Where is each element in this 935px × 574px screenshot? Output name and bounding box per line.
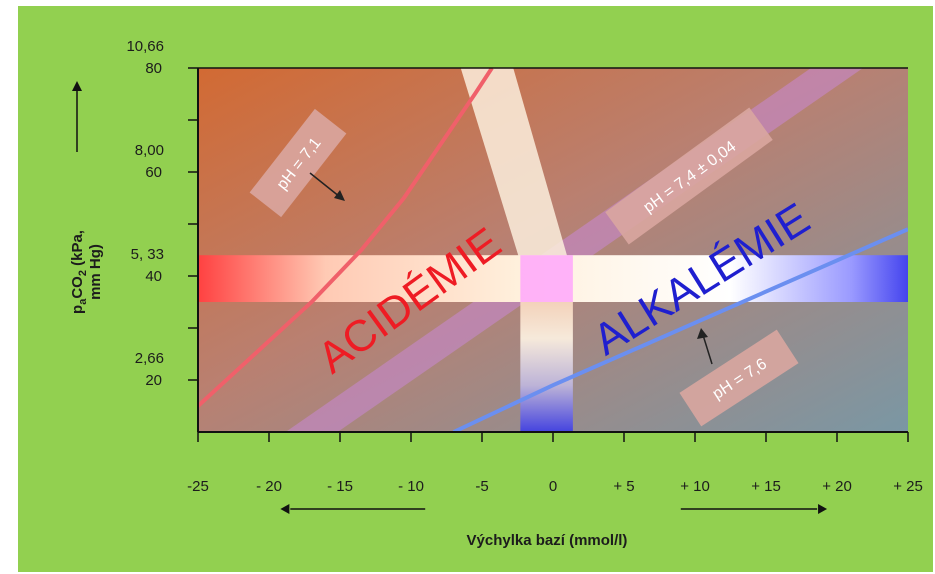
y-tick-label-mmhg: 60 <box>145 164 162 181</box>
ph-7-6-pointer-head <box>697 328 708 339</box>
y-axis-title-part: 2 <box>77 270 89 276</box>
y-axis-title-part: p <box>69 305 86 314</box>
normal-point-marker <box>520 255 573 302</box>
ph-7-6-tag: pH = 7,6 <box>679 329 799 427</box>
y-axis-title-part: CO <box>69 276 86 299</box>
x-tick-label: + 10 <box>680 478 710 495</box>
right-arrow-head <box>818 504 828 514</box>
ph-7-1-pointer-head <box>334 190 345 201</box>
ph-7-6-pointer <box>702 334 713 365</box>
y-tick-label-mmhg: 20 <box>145 372 162 389</box>
ph-7-1-curve <box>198 68 494 408</box>
x-tick-label: - 15 <box>327 478 353 495</box>
left-arrow-head <box>280 504 290 514</box>
x-tick-label: -25 <box>187 478 209 495</box>
x-tick-label: + 5 <box>613 478 634 495</box>
y-tick-label-kpa: 10,66 <box>126 38 164 55</box>
x-tick-label: - 20 <box>256 478 282 495</box>
ph-7-1-pointer <box>309 172 341 198</box>
x-tick-label: 0 <box>549 478 557 495</box>
x-tick-label: + 15 <box>751 478 781 495</box>
x-tick-label: -5 <box>475 478 488 495</box>
y-axis-title-part: (kPa, <box>69 230 86 270</box>
x-axis-title: Výchylka bazí (mmol/l) <box>467 532 628 549</box>
ph-7-1-tag-box <box>249 108 347 218</box>
y-tick-label-kpa: 2,66 <box>135 350 164 367</box>
ph-7-4-tag-box <box>605 107 773 245</box>
x-tick-label: + 25 <box>893 478 923 495</box>
y-tick-label-mmhg: 40 <box>145 268 162 285</box>
x-tick-label: - 10 <box>398 478 424 495</box>
y-axis-title: paCO2 (kPa,mm Hg) <box>69 230 104 314</box>
y-tick-label-mmhg: 80 <box>145 60 162 77</box>
ph-7-6-tag-box <box>679 329 799 427</box>
y-axis-title-part: mm Hg) <box>87 244 104 300</box>
x-tick-label: + 20 <box>822 478 852 495</box>
y-axis-title-part: a <box>77 298 89 305</box>
up-arrow-head <box>72 81 82 91</box>
ph-7-6-curve <box>452 227 908 432</box>
y-tick-label-kpa: 5, 33 <box>131 246 164 263</box>
diagonal-normal-stripe <box>460 68 573 276</box>
y-tick-label-kpa: 8,00 <box>135 142 164 159</box>
